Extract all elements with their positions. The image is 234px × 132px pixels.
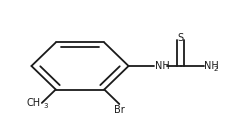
Text: NH: NH <box>204 61 219 71</box>
Text: CH: CH <box>27 98 41 108</box>
Text: Br: Br <box>114 105 125 115</box>
Text: NH: NH <box>155 61 170 71</box>
Text: 3: 3 <box>43 103 48 109</box>
Text: 2: 2 <box>214 66 218 72</box>
Text: S: S <box>178 33 184 43</box>
